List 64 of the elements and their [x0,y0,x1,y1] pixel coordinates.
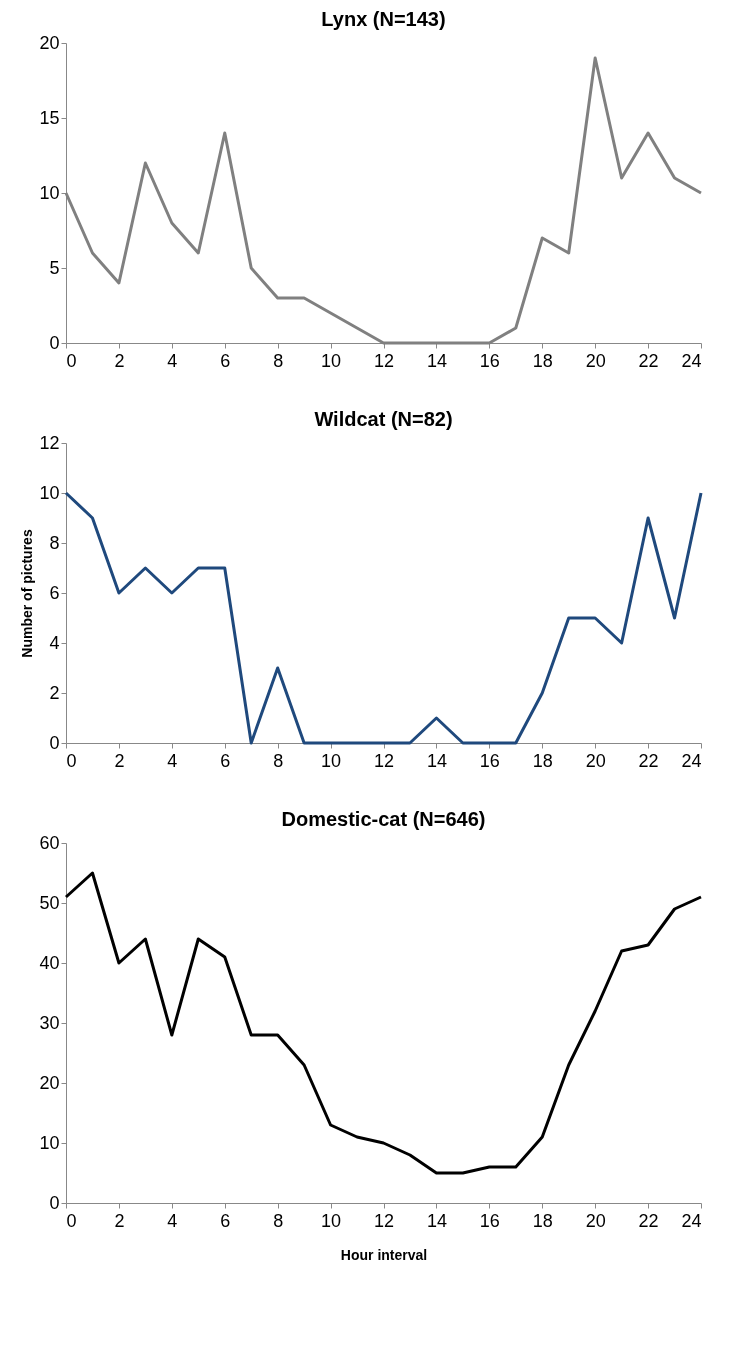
x-tick-label: 10 [321,350,342,371]
x-tick-label: 10 [321,750,342,771]
x-tick-label: 4 [167,1210,178,1231]
y-tick-label: 40 [39,952,60,973]
x-tick-label: 16 [479,1210,500,1231]
x-tick-label: 22 [638,750,659,771]
x-tick-label: 14 [426,350,447,371]
x-tick-label: 2 [114,750,125,771]
x-tick-label: 16 [479,750,500,771]
x-tick-label: 22 [638,1210,659,1231]
x-tick-label: 6 [220,350,231,371]
chart-title: Domestic-cat (N=646) [281,808,486,830]
x-tick-label: 24 [681,350,702,371]
x-tick-label: 8 [273,750,284,771]
x-tick-label: 2 [114,350,125,371]
y-tick-label: 20 [39,1072,60,1093]
x-tick-label: 6 [220,1210,231,1231]
y-tick-label: 20 [39,32,60,53]
x-tick-label: 16 [479,350,500,371]
x-tick-label: 18 [532,750,553,771]
y-tick-label: 0 [49,732,60,753]
x-tick-label: 24 [681,750,702,771]
x-tick-label: 20 [585,750,606,771]
x-tick-label: 12 [373,350,395,371]
y-tick-label: 6 [49,582,60,603]
x-tick-label: 4 [167,750,178,771]
x-tick-label: 18 [532,1210,553,1231]
x-axis-title: Hour interval [340,1246,428,1263]
y-tick-label: 8 [49,532,60,553]
y-tick-label: 15 [39,107,60,128]
x-tick-label: 14 [426,750,447,771]
x-tick-label: 14 [426,1210,447,1231]
y-tick-label: 5 [49,257,60,278]
y-axis-title: Number of pictures [19,529,36,658]
x-tick-label: 12 [373,1210,395,1231]
x-tick-label: 18 [532,350,553,371]
x-tick-label: 6 [220,750,231,771]
chart-title: Wildcat (N=82) [314,408,453,430]
x-tick-label: 12 [373,750,395,771]
y-tick-label: 0 [49,1192,60,1213]
y-tick-label: 30 [39,1012,60,1033]
x-tick-label: 4 [167,350,178,371]
x-tick-label: 8 [273,350,284,371]
x-tick-label: 0 [66,350,77,371]
line-series [64,871,703,1175]
y-tick-label: 0 [49,332,60,353]
x-tick-label: 10 [321,1210,342,1231]
y-tick-label: 60 [39,832,60,853]
x-tick-label: 0 [66,1210,77,1231]
y-tick-label: 4 [49,632,60,653]
x-tick-label: 2 [114,1210,125,1231]
y-tick-label: 10 [39,1132,60,1153]
y-tick-label: 12 [39,432,60,453]
y-tick-label: 2 [49,682,60,703]
x-tick-label: 20 [585,1210,606,1231]
y-tick-label: 10 [39,482,60,503]
chart-title: Lynx (N=143) [321,8,446,30]
y-tick-label: 10 [39,182,60,203]
y-tick-label: 50 [39,892,60,913]
x-tick-label: 20 [585,350,606,371]
x-tick-label: 0 [66,750,77,771]
x-tick-label: 24 [681,1210,702,1231]
x-tick-label: 22 [638,350,659,371]
x-tick-label: 8 [273,1210,284,1231]
